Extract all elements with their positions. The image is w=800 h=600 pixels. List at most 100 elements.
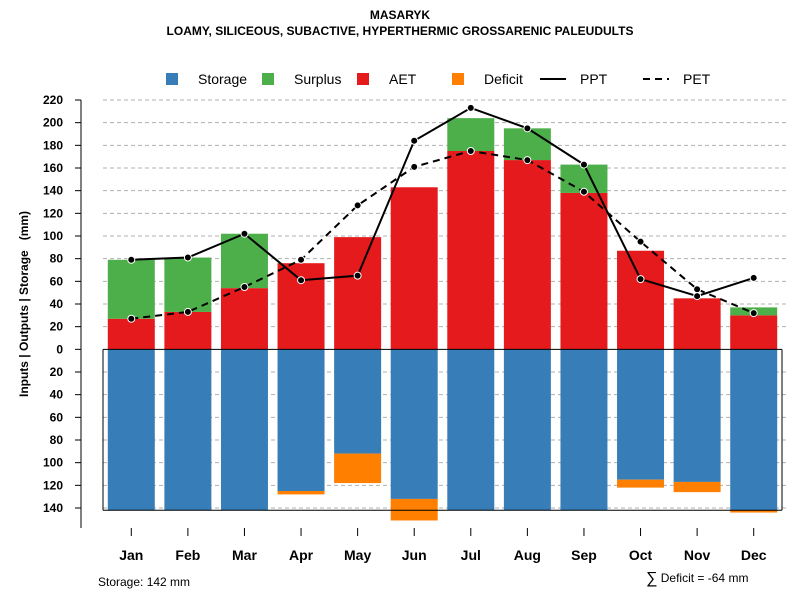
surplus-bar <box>447 118 495 151</box>
legend-label-deficit: Deficit <box>484 71 523 87</box>
x-tick-label: May <box>344 547 371 563</box>
aet-bar <box>220 288 268 350</box>
deficit-bar <box>334 453 382 484</box>
ppt-line <box>131 106 755 298</box>
aet-bar <box>447 151 495 350</box>
x-tick-label: Jan <box>119 547 143 563</box>
storage-bar <box>447 349 495 511</box>
storage-bar <box>334 349 382 454</box>
pet-point <box>579 187 588 196</box>
bars <box>107 118 778 521</box>
lines <box>127 103 758 323</box>
x-tick-label: Nov <box>684 547 711 563</box>
ppt-point <box>183 253 192 262</box>
legend-swatch-surplus <box>262 73 274 85</box>
ppt-point <box>297 276 306 285</box>
x-tick-label: Sep <box>571 547 597 563</box>
ppt-point <box>579 160 588 169</box>
aet-bar <box>390 187 438 350</box>
deficit-bar <box>673 481 721 493</box>
y-tick-label: 80 <box>50 433 64 447</box>
storage-note: Storage: 142 mm <box>98 575 191 589</box>
storage-bar <box>730 349 778 511</box>
deficit-bar <box>277 491 325 495</box>
ppt-point <box>636 275 645 284</box>
y-tick-label: 100 <box>43 229 63 243</box>
chart-subtitle: LOAMY, SILICEOUS, SUBACTIVE, HYPERTHERMI… <box>166 24 634 38</box>
y-tick-label: 180 <box>43 138 63 152</box>
aet-bar <box>503 160 551 350</box>
y-tick-label: 60 <box>50 274 64 288</box>
y-tick-label: 120 <box>43 478 63 492</box>
y-tick-label: 220 <box>43 93 63 107</box>
pet-point <box>410 162 419 171</box>
pet-line <box>131 149 755 320</box>
pet-point <box>749 309 758 318</box>
storage-bar <box>617 349 665 480</box>
aet-bar <box>673 298 721 350</box>
pet-point <box>353 201 362 210</box>
x-tick-label: Apr <box>289 547 314 563</box>
aet-bar <box>164 311 212 350</box>
ppt-point <box>523 124 532 133</box>
ppt-point <box>127 255 136 264</box>
legend-label-pet: PET <box>683 71 711 87</box>
aet-bar <box>560 192 608 350</box>
storage-bar <box>503 349 551 511</box>
aet-bar <box>617 250 665 350</box>
pet-point <box>466 147 475 155</box>
pet-point <box>297 255 306 264</box>
ppt-point <box>353 271 362 280</box>
y-tick-label: 40 <box>50 297 64 311</box>
y-tick-label: 40 <box>50 388 64 402</box>
x-tick-label: Feb <box>175 547 200 563</box>
ppt-point <box>466 103 475 112</box>
deficit-bar <box>617 479 665 488</box>
y-tick-label: 140 <box>43 184 63 198</box>
y-tick-label: 60 <box>50 410 64 424</box>
ppt-point <box>240 229 249 238</box>
pet-point <box>240 283 249 291</box>
legend: Storage Surplus AET Deficit PPT PET <box>166 71 711 87</box>
storage-bar <box>164 349 212 511</box>
storage-bar <box>673 349 721 482</box>
deficit-bar <box>730 510 778 513</box>
legend-swatch-deficit <box>452 73 464 85</box>
storage-bar <box>107 349 155 511</box>
x-tick-label: Oct <box>629 547 653 563</box>
y-tick-label: 140 <box>43 501 63 515</box>
y-tick-label: 0 <box>56 342 63 356</box>
legend-label-aet: AET <box>389 71 417 87</box>
surplus-bar <box>164 257 212 312</box>
y-axis-label: Inputs | Outputs | Storage (mm) <box>17 211 31 397</box>
y-tick-label: 160 <box>43 161 63 175</box>
y-tick-label: 100 <box>43 456 63 470</box>
x-tick-label: Jul <box>461 547 481 563</box>
legend-swatch-storage <box>166 73 178 85</box>
x-tick-label: Jun <box>402 547 427 563</box>
ppt-point <box>410 136 419 145</box>
y-tick-label: 80 <box>50 252 64 266</box>
chart-title: MASARYK <box>369 8 431 22</box>
storage-bar <box>560 349 608 511</box>
x-tick-label: Mar <box>232 547 257 563</box>
storage-bar <box>390 349 438 499</box>
y-tick-label: 20 <box>50 320 64 334</box>
ppt-point <box>693 292 702 301</box>
legend-label-ppt: PPT <box>580 71 608 87</box>
y-tick-label: 200 <box>43 116 63 130</box>
y-tick-label: 120 <box>43 206 63 220</box>
deficit-note: ∑ Deficit = -64 mm <box>646 570 748 588</box>
axes: 2202001801601401201008060402002040608010… <box>43 93 783 563</box>
surplus-bar <box>503 128 551 161</box>
pet-point <box>693 285 702 294</box>
pet-point <box>636 237 645 246</box>
aet-bar <box>277 263 325 350</box>
deficit-text: Deficit = -64 mm <box>660 571 749 585</box>
aet-bar <box>107 318 155 350</box>
deficit-bar <box>390 498 438 521</box>
ppt-point <box>749 273 758 282</box>
aet-bar <box>730 315 778 350</box>
storage-bar <box>220 349 268 511</box>
